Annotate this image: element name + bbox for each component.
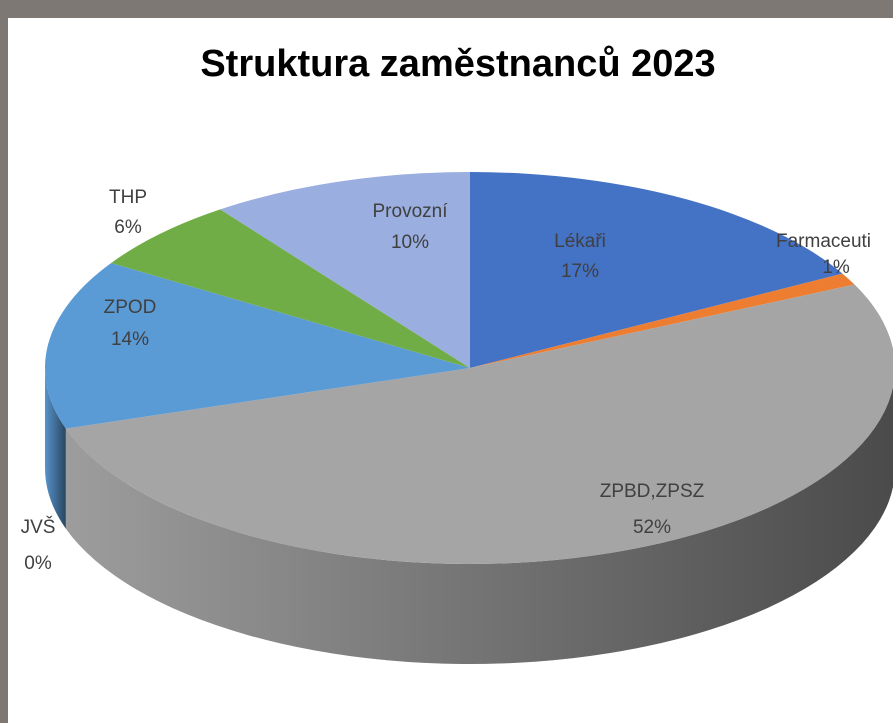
value-label: 1% xyxy=(822,257,850,278)
chart-title: Struktura zaměstnanců 2023 xyxy=(200,43,715,85)
slice xyxy=(220,172,470,368)
slice xyxy=(111,209,470,368)
slice-side-shade xyxy=(65,386,893,664)
slice-side-shade xyxy=(45,368,66,529)
slice-label: Lékaři xyxy=(554,231,606,252)
slice-label: JVŠ xyxy=(21,516,56,538)
slice-label: ZPBD,ZPSZ xyxy=(600,481,705,502)
slice-label: THP xyxy=(109,187,147,208)
slice-label: Provozní xyxy=(373,201,449,222)
slice xyxy=(470,172,843,368)
value-label: 6% xyxy=(114,217,142,238)
value-label: 10% xyxy=(391,232,429,253)
slice-label: ZPOD xyxy=(104,297,157,318)
value-label: 14% xyxy=(111,329,149,350)
slice xyxy=(44,262,470,429)
slice-label: Farmaceuti xyxy=(776,231,871,252)
value-label: 52% xyxy=(633,517,671,538)
slice xyxy=(65,284,893,564)
value-label: 17% xyxy=(561,261,599,282)
value-label: 0% xyxy=(24,553,52,574)
slice xyxy=(470,273,855,368)
